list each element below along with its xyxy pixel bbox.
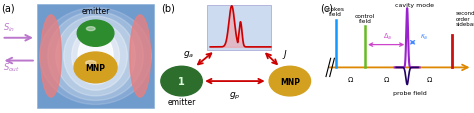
Text: probe field: probe field: [393, 90, 427, 95]
Text: $S_{in}$: $S_{in}$: [3, 21, 16, 34]
Ellipse shape: [130, 16, 151, 97]
Text: 1: 1: [178, 76, 185, 86]
Text: $\Delta_a$: $\Delta_a$: [383, 32, 392, 42]
Text: $S_{out}$: $S_{out}$: [3, 61, 20, 73]
Text: emitter: emitter: [167, 97, 196, 106]
Text: (c): (c): [320, 3, 333, 13]
Circle shape: [269, 67, 310, 96]
Text: second-
order
sideband: second- order sideband: [456, 11, 474, 27]
Ellipse shape: [56, 17, 136, 96]
Ellipse shape: [64, 23, 128, 90]
Text: $J$: $J$: [282, 48, 288, 61]
Text: (b): (b): [161, 3, 175, 13]
Text: $g_p$: $g_p$: [229, 90, 241, 101]
Ellipse shape: [86, 61, 96, 66]
Bar: [36, 5, 155, 108]
Circle shape: [74, 53, 117, 83]
Ellipse shape: [78, 33, 113, 80]
Ellipse shape: [86, 27, 95, 31]
Text: control
field: control field: [355, 13, 375, 24]
Text: MNP: MNP: [86, 63, 106, 72]
Text: (a): (a): [1, 3, 15, 13]
Text: $\Omega$: $\Omega$: [383, 75, 390, 84]
FancyBboxPatch shape: [207, 6, 271, 51]
Circle shape: [77, 21, 114, 47]
Text: $\kappa_a$: $\kappa_a$: [419, 33, 428, 42]
Text: MNP: MNP: [280, 77, 300, 86]
Ellipse shape: [41, 16, 61, 97]
Ellipse shape: [72, 28, 119, 85]
Text: emitter: emitter: [82, 7, 110, 16]
Ellipse shape: [48, 12, 143, 101]
Circle shape: [161, 67, 202, 96]
Text: $\Omega$: $\Omega$: [347, 75, 354, 84]
Text: $\Omega$: $\Omega$: [426, 75, 433, 84]
Text: $g_a$: $g_a$: [183, 49, 194, 60]
Ellipse shape: [40, 8, 151, 105]
Text: stokes
field: stokes field: [326, 7, 345, 17]
Text: cavity mode: cavity mode: [395, 3, 434, 8]
